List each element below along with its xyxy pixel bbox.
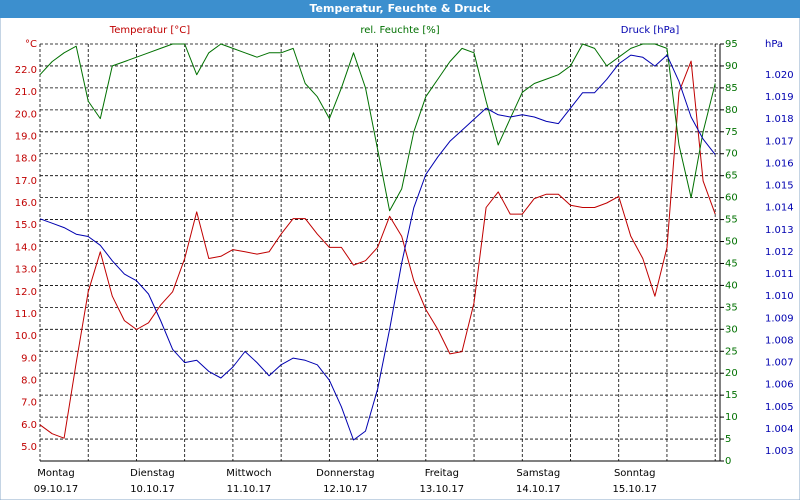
y-tick-label: 14.0 bbox=[15, 242, 37, 253]
x-tick-date: 15.10.17 bbox=[612, 484, 657, 495]
y-tick-label: 20.0 bbox=[15, 109, 37, 120]
y2-tick-label: 40 bbox=[725, 280, 738, 291]
y-tick-label: 5.0 bbox=[21, 442, 37, 453]
y-tick-label: 18.0 bbox=[15, 154, 37, 165]
y-tick-label: 6.0 bbox=[21, 420, 37, 431]
y-tick-label: 22.0 bbox=[15, 65, 37, 76]
y2-tick-label: 45 bbox=[725, 258, 738, 269]
series-line bbox=[39, 43, 716, 212]
y2-tick-label: 75 bbox=[725, 127, 738, 138]
y3-tick-label: 1.012 bbox=[765, 247, 794, 258]
y2-tick-label: 50 bbox=[725, 237, 738, 248]
y3-tick-label: 1.009 bbox=[765, 313, 794, 324]
y2-tick-label: 25 bbox=[725, 346, 738, 357]
y3-tick-label: 1.004 bbox=[765, 424, 794, 435]
y-tick-label: 21.0 bbox=[15, 87, 37, 98]
y3-tick-label: 1.013 bbox=[765, 225, 794, 236]
y3-tick-label: 1.017 bbox=[765, 136, 794, 147]
y2-tick-label: 70 bbox=[725, 149, 738, 160]
x-tick-label: Montag bbox=[37, 468, 74, 479]
y-tick-label: 8.0 bbox=[21, 375, 37, 386]
series-line bbox=[39, 54, 716, 441]
y3-tick-label: 1.018 bbox=[765, 114, 794, 125]
y2-tick-label: 30 bbox=[725, 324, 738, 335]
y-tick-label: 10.0 bbox=[15, 331, 37, 342]
y-tick-label: 7.0 bbox=[21, 398, 37, 409]
y-tick-label: 19.0 bbox=[15, 131, 37, 142]
y3-tick-label: 1.019 bbox=[765, 92, 794, 103]
x-tick-label: Donnerstag bbox=[316, 468, 374, 479]
y-tick-label: 12.0 bbox=[15, 287, 37, 298]
y3-tick-label: 1.003 bbox=[765, 446, 794, 457]
y3-tick-label: 1.016 bbox=[765, 158, 794, 169]
x-tick-date: 14.10.17 bbox=[516, 484, 561, 495]
title-bar bbox=[0, 0, 800, 18]
x-tick-label: Samstag bbox=[516, 468, 560, 479]
y3-tick-label: 1.011 bbox=[765, 269, 794, 280]
y2-tick-label: 95 bbox=[725, 39, 738, 50]
y3-tick-label: 1.014 bbox=[765, 203, 794, 214]
y3-tick-label: 1.015 bbox=[765, 181, 794, 192]
x-tick-date: 12.10.17 bbox=[323, 484, 368, 495]
legend-label: rel. Feuchte [%] bbox=[360, 25, 439, 36]
y2-tick-label: 10 bbox=[725, 412, 738, 423]
y3-unit: hPa bbox=[765, 39, 783, 50]
y2-tick-label: 90 bbox=[725, 61, 738, 72]
y2-tick-label: 65 bbox=[725, 171, 738, 182]
x-tick-date: 11.10.17 bbox=[227, 484, 272, 495]
y3-tick-label: 1.006 bbox=[765, 380, 794, 391]
x-tick-date: 13.10.17 bbox=[420, 484, 465, 495]
y-unit: °C bbox=[25, 39, 37, 50]
y-tick-label: 9.0 bbox=[21, 353, 37, 364]
y2-tick-label: 35 bbox=[725, 302, 738, 313]
y-tick-label: 16.0 bbox=[15, 198, 37, 209]
series-line bbox=[39, 60, 716, 439]
y2-tick-label: 15 bbox=[725, 390, 738, 401]
y3-tick-label: 1.007 bbox=[765, 358, 794, 369]
legend-label: Temperatur [°C] bbox=[109, 25, 190, 36]
legend-label: Druck [hPa] bbox=[621, 25, 680, 36]
y3-tick-label: 1.020 bbox=[765, 70, 794, 81]
y-tick-label: 11.0 bbox=[15, 309, 37, 320]
y3-tick-label: 1.008 bbox=[765, 335, 794, 346]
y-tick-label: 15.0 bbox=[15, 220, 37, 231]
y-tick-label: 17.0 bbox=[15, 176, 37, 187]
y2-tick-label: 20 bbox=[725, 368, 738, 379]
plot-area bbox=[40, 44, 720, 461]
y3-tick-label: 1.010 bbox=[765, 291, 794, 302]
x-tick-label: Dienstag bbox=[130, 468, 175, 479]
y3-tick-label: 1.005 bbox=[765, 402, 794, 413]
y2-tick-label: 80 bbox=[725, 105, 738, 116]
x-tick-date: 09.10.17 bbox=[34, 484, 79, 495]
y2-tick-label: 85 bbox=[725, 83, 738, 94]
y-tick-label: 13.0 bbox=[15, 265, 37, 276]
y2-tick-label: 60 bbox=[725, 193, 738, 204]
y2-tick-label: 0 bbox=[725, 456, 731, 467]
x-tick-label: Sonntag bbox=[614, 468, 656, 479]
x-tick-label: Mittwoch bbox=[226, 468, 271, 479]
x-tick-label: Freitag bbox=[425, 468, 459, 479]
chart-title: Temperatur, Feuchte & Druck bbox=[310, 2, 492, 15]
x-tick-date: 10.10.17 bbox=[130, 484, 175, 495]
y2-tick-label: 5 bbox=[725, 434, 731, 445]
y2-tick-label: 55 bbox=[725, 215, 738, 226]
